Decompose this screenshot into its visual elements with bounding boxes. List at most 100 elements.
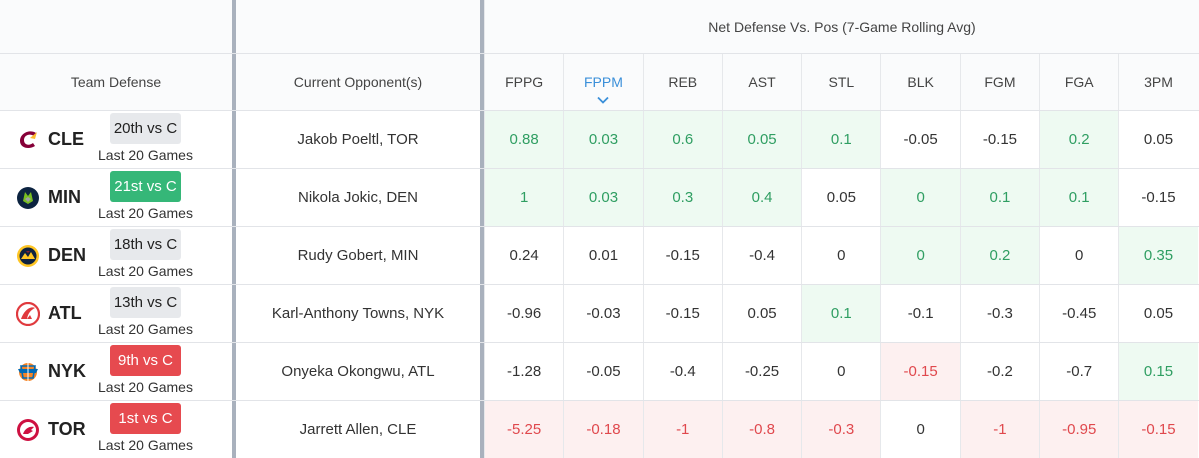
column-divider xyxy=(232,111,236,168)
column-divider xyxy=(232,401,236,458)
table-row[interactable]: CLE 20th vs C Last 20 Games Jakob Poeltl, T… xyxy=(0,111,1199,169)
stat-cell-fppg: 0.88 xyxy=(484,111,564,168)
sample-size-label: Last 20 Games xyxy=(98,205,193,221)
header-team-defense[interactable]: Team Defense xyxy=(70,74,162,90)
header-3pm[interactable]: 3PM xyxy=(1118,54,1197,110)
cavaliers-logo-icon xyxy=(16,128,40,152)
header-current-opponent[interactable]: Current Opponent(s) xyxy=(293,74,423,90)
stat-cell-fppm: -0.05 xyxy=(563,343,642,400)
stat-cell-fgm: -0.2 xyxy=(959,343,1039,400)
table-row[interactable]: NYK 9th vs C Last 20 Games Onyeka Okongwu, … xyxy=(0,343,1199,401)
column-divider xyxy=(480,0,484,53)
column-divider xyxy=(480,169,484,226)
sample-size-label: Last 20 Games xyxy=(98,263,193,279)
stat-cell-fppg: -1.28 xyxy=(484,343,563,400)
table-row[interactable]: ATL 13th vs C Last 20 Games Karl-Anthony To… xyxy=(0,285,1199,343)
stat-cell-fppm: -0.03 xyxy=(563,285,642,342)
header-reb[interactable]: REB xyxy=(642,54,722,110)
stat-cell-reb: -1 xyxy=(642,401,722,458)
column-divider xyxy=(232,169,236,226)
stat-cell-fgm: -0.3 xyxy=(959,285,1039,342)
opponent-cell[interactable]: Onyeka Okongwu, ATL xyxy=(281,363,435,380)
stat-cell-blk: 0 xyxy=(880,227,960,284)
stat-cell-fgm: -1 xyxy=(959,401,1040,458)
stat-cell-fppg: -5.25 xyxy=(484,401,564,458)
opponent-cell[interactable]: Nikola Jokic, DEN xyxy=(297,189,419,206)
header-label: REB xyxy=(668,74,698,90)
rank-badge: 9th vs C xyxy=(110,345,181,376)
opponent-cell[interactable]: Jarrett Allen, CLE xyxy=(299,421,417,438)
stat-cell-ast: 0.4 xyxy=(721,169,802,226)
super-header-title: Net Defense Vs. Pos (7-Game Rolling Avg) xyxy=(484,0,1199,53)
team-abbreviation[interactable]: CLE xyxy=(48,129,84,149)
team-defense-cell: ATL 13th vs C Last 20 Games xyxy=(0,285,232,342)
column-divider xyxy=(480,111,484,168)
column-divider xyxy=(232,0,236,53)
stat-cell-fga: 0 xyxy=(1039,227,1118,284)
header-fppg[interactable]: FPPG xyxy=(484,54,563,110)
stat-cell-stl: 0 xyxy=(801,343,880,400)
team-abbreviation[interactable]: ATL xyxy=(48,303,82,323)
sample-size-label: Last 20 Games xyxy=(98,437,193,453)
stat-cell-blk: -0.1 xyxy=(880,285,959,342)
stat-cell-fppm: 0.03 xyxy=(563,111,643,168)
stat-cell-3pm: 0.05 xyxy=(1118,111,1197,168)
column-divider xyxy=(480,227,484,284)
column-divider xyxy=(232,285,236,342)
team-abbreviation[interactable]: TOR xyxy=(48,419,86,439)
team-abbreviation[interactable]: NYK xyxy=(48,361,87,381)
stat-cell-fgm: 0.2 xyxy=(959,227,1040,284)
header-label: STL xyxy=(828,74,855,90)
stat-cell-fga: 0.2 xyxy=(1039,111,1119,168)
team-defense-cell: TOR 1st vs C Last 20 Games xyxy=(0,401,232,458)
super-header-blank-opponent xyxy=(236,0,480,53)
super-header-blank-team xyxy=(0,0,232,53)
column-divider xyxy=(480,343,484,400)
stat-cell-fgm: 0.1 xyxy=(959,169,1040,226)
header-fppm[interactable]: FPPM xyxy=(563,54,642,110)
stat-cell-fppg: 1 xyxy=(484,169,564,226)
stat-cell-fppm: 0.01 xyxy=(563,227,642,284)
header-fga[interactable]: FGA xyxy=(1039,54,1118,110)
stat-cell-ast: 0.05 xyxy=(721,111,802,168)
header-ast[interactable]: AST xyxy=(721,54,801,110)
header-label: BLK xyxy=(907,74,934,90)
opponent-cell[interactable]: Karl-Anthony Towns, NYK xyxy=(271,305,445,322)
stat-cell-3pm: -0.15 xyxy=(1118,169,1197,226)
nuggets-logo-icon xyxy=(16,244,40,268)
table-row[interactable]: MIN 21st vs C Last 20 Games Nikola Jokic, D… xyxy=(0,169,1199,227)
team-defense-cell: NYK 9th vs C Last 20 Games xyxy=(0,343,232,400)
header-label: FGM xyxy=(984,74,1016,90)
chevron-down-icon xyxy=(597,96,610,104)
rank-badge: 21st vs C xyxy=(110,171,181,202)
stat-cell-fga: 0.1 xyxy=(1039,169,1119,226)
header-blk[interactable]: BLK xyxy=(880,54,959,110)
team-defense-cell: MIN 21st vs C Last 20 Games xyxy=(0,169,232,226)
stat-cell-blk: -0.15 xyxy=(880,343,960,400)
header-fgm[interactable]: FGM xyxy=(959,54,1039,110)
team-abbreviation[interactable]: DEN xyxy=(48,245,87,265)
sample-size-label: Last 20 Games xyxy=(98,379,193,395)
table-row[interactable]: TOR 1st vs C Last 20 Games Jarrett Allen, C… xyxy=(0,401,1199,458)
stat-cell-blk: 0 xyxy=(880,169,960,226)
team-abbreviation[interactable]: MIN xyxy=(48,187,81,207)
stat-cell-fppm: 0.03 xyxy=(563,169,643,226)
stat-cell-fppg: -0.96 xyxy=(484,285,563,342)
opponent-cell[interactable]: Rudy Gobert, MIN xyxy=(297,247,419,264)
stat-cell-3pm: -0.15 xyxy=(1118,401,1198,458)
stat-cell-reb: 0.6 xyxy=(642,111,722,168)
opponent-cell[interactable]: Jakob Poeltl, TOR xyxy=(297,131,419,148)
stat-cell-reb: -0.4 xyxy=(642,343,722,400)
rank-badge: 1st vs C xyxy=(110,403,181,434)
stat-cell-reb: -0.15 xyxy=(642,285,722,342)
header-label: 3PM xyxy=(1144,74,1173,90)
stat-cell-stl: 0 xyxy=(801,227,880,284)
stat-cell-reb: -0.15 xyxy=(642,227,722,284)
stat-cell-3pm: 0.05 xyxy=(1118,285,1197,342)
column-divider xyxy=(232,54,236,110)
header-stl[interactable]: STL xyxy=(801,54,880,110)
sample-size-label: Last 20 Games xyxy=(98,147,193,163)
table-row[interactable]: DEN 18th vs C Last 20 Games Rudy Gobert, MI… xyxy=(0,227,1199,285)
stat-cell-fppm: -0.18 xyxy=(563,401,643,458)
